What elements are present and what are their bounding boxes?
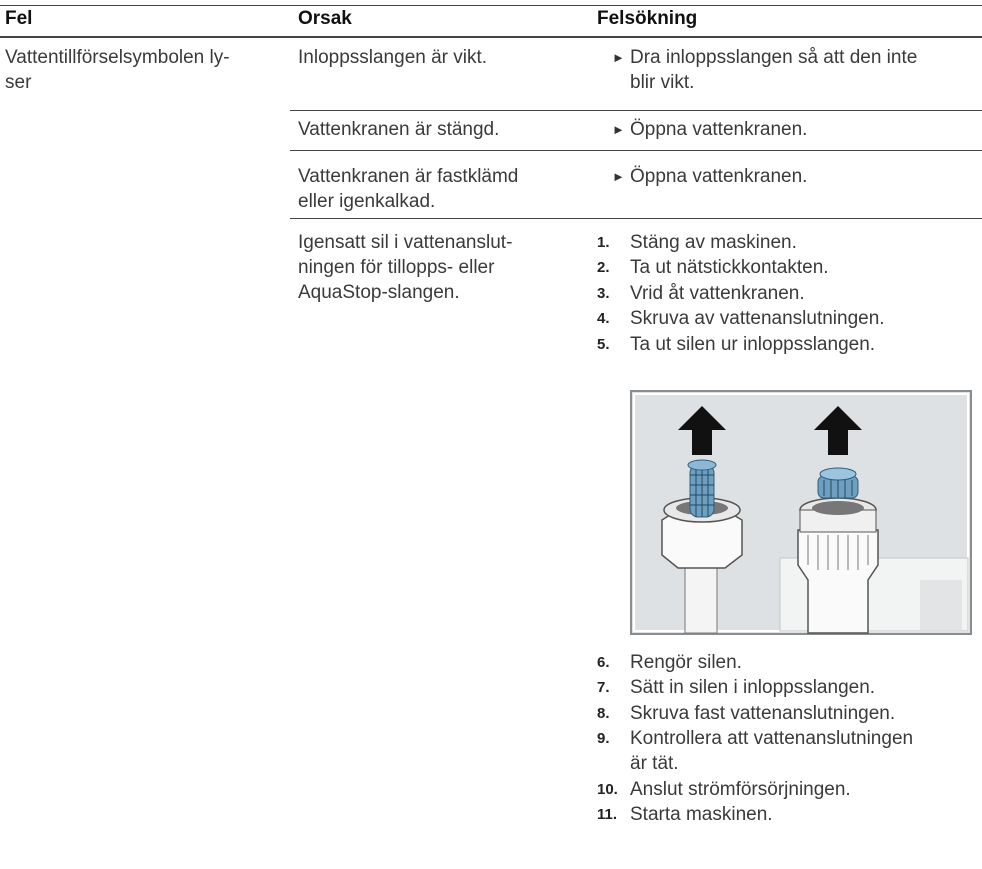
- step-number: 5.: [597, 335, 610, 353]
- bullet: ►: [612, 169, 625, 184]
- step-text: Vrid åt vattenkranen.: [630, 282, 805, 304]
- step-number: 10.: [597, 781, 618, 798]
- header-cell: Orsak: [298, 8, 352, 29]
- rule: [0, 36, 982, 38]
- bullet: ►: [612, 122, 625, 137]
- step-text: Anslut strömförsörjningen.: [630, 779, 851, 800]
- step-text: Skruva fast vattenanslutningen.: [630, 702, 896, 724]
- step-text: Ta ut nätstickkontakten.: [630, 257, 829, 279]
- cause: Inloppsslangen är vikt.: [298, 47, 488, 68]
- header-cell: Felsökning: [597, 8, 698, 29]
- step-number: 6.: [597, 654, 610, 671]
- cause: Vattenkranen är stängd.: [298, 119, 500, 140]
- remedy: Öppna vattenkranen.: [630, 119, 808, 140]
- step-number: 8.: [597, 704, 610, 722]
- step-text: Rengör silen.: [630, 652, 742, 673]
- step-text: Stäng av maskinen.: [630, 232, 797, 253]
- step-text: Skruva av vattenanslutningen.: [630, 308, 885, 330]
- step-number: 11.: [597, 806, 618, 824]
- bullet: ►: [612, 50, 625, 65]
- step-number: 3.: [597, 284, 610, 302]
- step-text: Ta ut silen ur inloppsslangen.: [630, 333, 876, 355]
- rule: [0, 5, 982, 6]
- rule: [290, 218, 982, 219]
- step-number: 1.: [597, 234, 610, 251]
- step-number: 4.: [597, 310, 610, 328]
- illustration: [630, 390, 972, 635]
- step-text: Starta maskinen.: [630, 804, 773, 826]
- step-text: Kontrollera att vattenanslutningen är tä…: [630, 728, 914, 775]
- step-text: Sätt in silen i inloppsslangen.: [630, 677, 876, 699]
- step-number: 2.: [597, 259, 610, 277]
- remedy: Dra inloppsslangen så att den inte blir …: [630, 47, 918, 93]
- rule: [290, 110, 982, 111]
- rule: [290, 150, 982, 151]
- step-number: 7.: [597, 679, 610, 697]
- step-number: 9.: [597, 730, 610, 748]
- fault: Vattentillförselsymbolen ly- ser: [5, 47, 230, 93]
- header-cell: Fel: [5, 8, 33, 29]
- cause: Vattenkranen är fastklämd eller igenkalk…: [298, 166, 519, 212]
- cause: Igensatt sil i vattenanslut- ningen för …: [298, 232, 513, 303]
- remedy: Öppna vattenkranen.: [630, 166, 808, 187]
